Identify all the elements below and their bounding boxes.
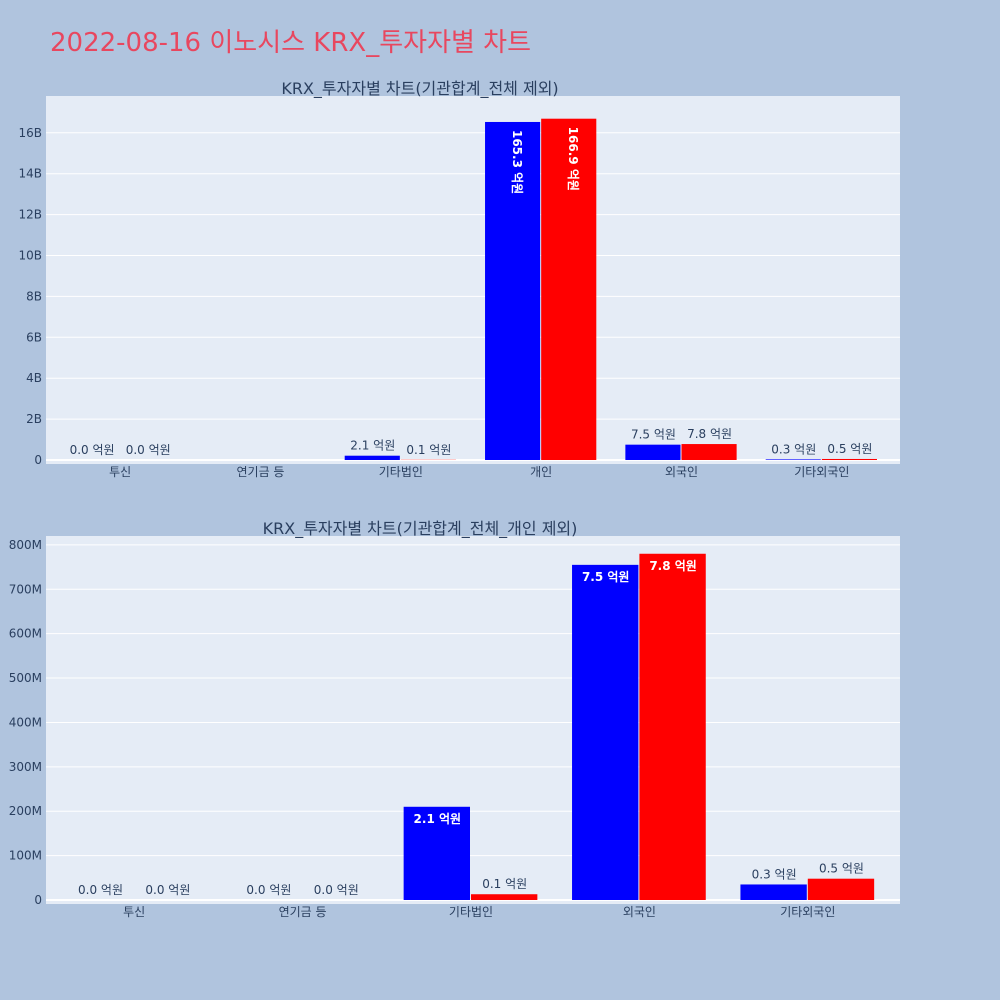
bar <box>681 444 737 460</box>
y-tick-label: 200M <box>9 804 42 818</box>
bar <box>541 118 597 460</box>
bar-value-label: 2.1 억원 <box>414 812 462 826</box>
bar-value-label: 7.8 억원 <box>649 559 697 573</box>
y-tick-label: 600M <box>9 627 42 641</box>
bar-value-label: 0.1 억원 <box>406 443 451 457</box>
bar-value-label: 0.0 억원 <box>145 883 190 897</box>
y-tick-label: 12B <box>18 208 42 222</box>
x-tick-label: 기타외국인 <box>780 905 835 919</box>
y-tick-label: 6B <box>26 330 42 344</box>
bar-value-label: 7.8 억원 <box>687 427 732 441</box>
y-tick-label: 800M <box>9 538 42 552</box>
x-tick-label: 연기금 등 <box>237 465 285 479</box>
y-tick-label: 400M <box>9 715 42 729</box>
bar <box>625 444 681 460</box>
chart-2: 0 100M 200M 300M 400M 500M 600M 700M 800M KRX_투자자… <box>9 519 900 919</box>
y-tick-label: 4B <box>26 371 42 385</box>
bar <box>344 455 400 460</box>
bar <box>572 564 639 900</box>
plot-area <box>46 96 900 464</box>
y-tick-label: 300M <box>9 760 42 774</box>
bar-value-label: 0.0 억원 <box>78 883 123 897</box>
chart-title: KRX_투자자별 차트(기관합계_전체_개인 제외) <box>263 519 578 539</box>
bar <box>821 458 877 460</box>
bar-value-label: 0.0 억원 <box>70 443 115 457</box>
bar <box>740 884 807 900</box>
x-tick-label: 기타외국인 <box>794 465 849 479</box>
bar-value-label: 0.3 억원 <box>771 442 816 456</box>
bar <box>485 121 541 460</box>
bar <box>639 553 706 900</box>
y-tick-label: 2B <box>26 412 42 426</box>
y-tick-label: 8B <box>26 289 42 303</box>
page-title: 2022-08-16 이노시스 KRX_투자자별 차트 <box>50 28 532 58</box>
y-tick-label: 16B <box>18 126 42 140</box>
chart-title: KRX_투자자별 차트(기관합계_전체 제외) <box>281 79 558 99</box>
y-tick-label: 14B <box>18 167 42 181</box>
plot-area <box>46 536 900 904</box>
bar <box>807 878 875 900</box>
y-tick-label: 500M <box>9 671 42 685</box>
bar-value-label: 0.0 억원 <box>314 883 359 897</box>
bar-value-label: 0.0 억원 <box>246 883 291 897</box>
y-tick-label: 0 <box>34 453 42 467</box>
bar <box>403 806 470 900</box>
bar-value-label: 2.1 억원 <box>350 439 395 453</box>
bar-value-label: 0.3 억원 <box>752 867 797 881</box>
x-tick-label: 기타법인 <box>379 465 423 479</box>
y-tick-label: 100M <box>9 849 42 863</box>
x-tick-label: 투신 <box>109 465 131 479</box>
bar <box>471 894 538 900</box>
x-tick-label: 외국인 <box>623 905 656 919</box>
x-tick-label: 연기금 등 <box>279 905 327 919</box>
y-tick-label: 0 <box>34 893 42 907</box>
bar-value-label: 0.5 억원 <box>827 442 872 456</box>
x-tick-label: 외국인 <box>665 465 698 479</box>
bar <box>765 459 821 460</box>
y-tick-label: 10B <box>18 249 42 263</box>
x-tick-label: 기타법인 <box>449 905 493 919</box>
bar-value-label: 166.9 억원 <box>566 127 580 191</box>
bar-value-label: 7.5 억원 <box>631 428 676 442</box>
x-tick-label: 개인 <box>530 465 552 479</box>
bar-value-label: 7.5 억원 <box>582 570 630 584</box>
y-tick-label: 700M <box>9 582 42 596</box>
chart-1: 0 2B 4B 6B 8B 10B 12B 14B 16B KRX_투자자별 차트(기관합계_전체… <box>18 79 900 479</box>
bar-value-label: 165.3 억원 <box>510 130 524 194</box>
bar-value-label: 0.5 억원 <box>819 862 864 876</box>
x-tick-label: 투신 <box>123 905 145 919</box>
bar-value-label: 0.1 억원 <box>482 877 527 891</box>
bar-value-label: 0.0 억원 <box>126 443 171 457</box>
